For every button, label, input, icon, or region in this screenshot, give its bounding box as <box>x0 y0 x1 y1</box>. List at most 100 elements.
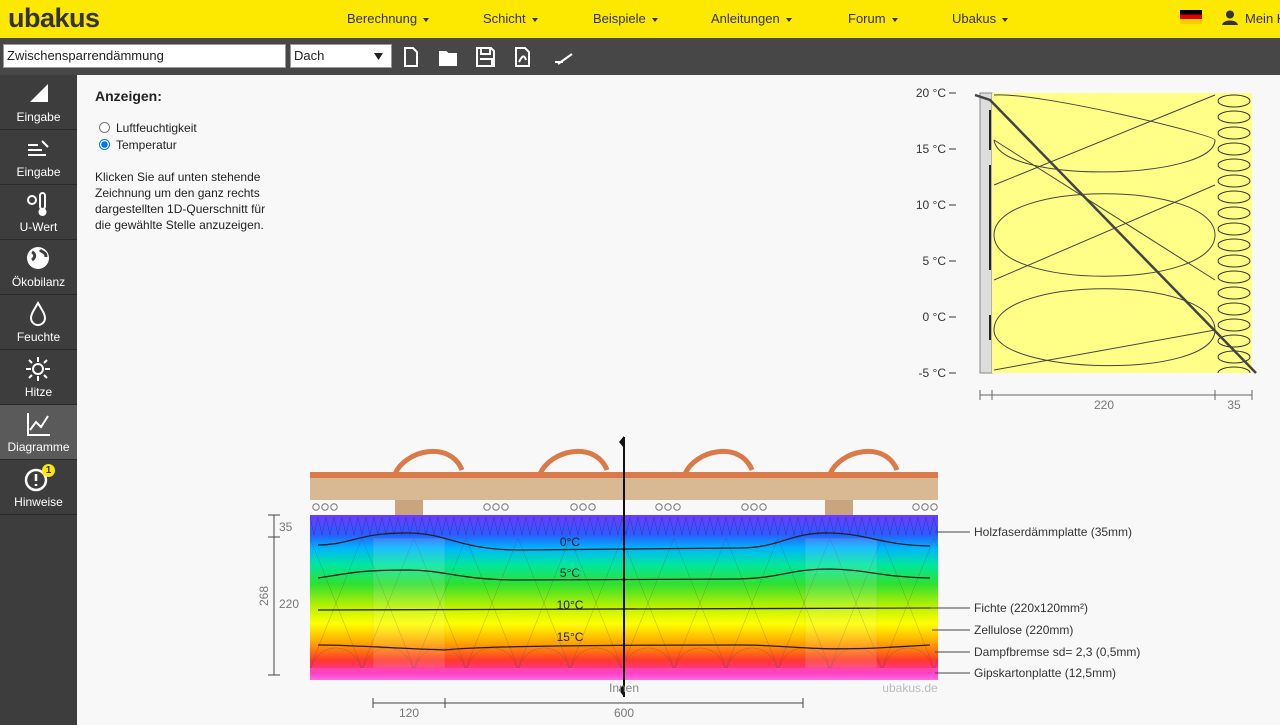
vent-circle <box>579 503 587 511</box>
display-option[interactable]: Temperatur <box>99 138 177 152</box>
dimension-label: 35 <box>279 520 293 534</box>
menu-item[interactable]: Anleitungen <box>711 11 792 26</box>
pdf-icon[interactable] <box>515 47 530 67</box>
dimension-line <box>979 390 1253 400</box>
layer-label: Dampfbremse sd= 2,3 (0,5mm) <box>974 645 1140 659</box>
account-label: Mein K <box>1245 11 1280 26</box>
vent-circle <box>312 503 320 511</box>
sidebar-label: U-Wert <box>19 220 58 234</box>
vent-circle <box>759 503 767 511</box>
language-flag[interactable] <box>1180 10 1202 24</box>
menu-caret <box>651 17 658 22</box>
project-name-input[interactable]: Zwischensparrendämmung <box>3 44 286 68</box>
watermark: ubakus.de <box>882 681 938 695</box>
tile-ridges <box>392 448 900 476</box>
menu-item[interactable]: Ubakus <box>952 11 1009 26</box>
vent-circle <box>921 503 929 511</box>
menu-label: Forum <box>848 11 886 26</box>
edit-icon[interactable] <box>555 53 573 65</box>
sidebar-item[interactable]: Eingabe <box>0 75 77 130</box>
vent-circle <box>930 503 938 511</box>
layer-label: Zellulose (220mm) <box>974 623 1073 637</box>
new-icon[interactable] <box>404 47 418 67</box>
temperature-tick-label: 20 °C <box>916 86 946 100</box>
sidebar-item[interactable]: Diagramme <box>0 405 77 460</box>
display-option[interactable]: Luftfeuchtigkeit <box>99 121 197 135</box>
temperature-line <box>974 93 1257 374</box>
sidebar-item[interactable]: Hinweise 1 <box>0 460 77 515</box>
menu-label: Ubakus <box>952 11 997 26</box>
sidebar-item[interactable]: Feuchte <box>0 295 77 350</box>
radio-button[interactable] <box>99 139 110 150</box>
dimension-lines <box>268 514 970 708</box>
dimension-label: 220 <box>1094 398 1114 412</box>
sidebar-item[interactable]: U-Wert <box>0 185 77 240</box>
dimension-label: 600 <box>614 706 634 720</box>
sidebar-icon <box>27 192 47 216</box>
sidebar-label: Hitze <box>24 385 53 399</box>
sidebar-label: Ökobilanz <box>11 275 66 289</box>
isotherm-label: 10°C <box>557 598 584 612</box>
temperature-tick-label: 10 °C <box>916 198 946 212</box>
temperature-profile <box>974 92 1257 400</box>
vent-circle <box>741 503 749 511</box>
inside-label: Innen <box>609 681 639 695</box>
dimension-label: 220 <box>279 597 299 611</box>
sidebar-badge: 1 <box>42 464 55 477</box>
sidebar-item[interactable]: Eingabe <box>0 130 77 185</box>
save-icon[interactable] <box>476 47 495 67</box>
temperature-tick-label: 0 °C <box>923 310 947 324</box>
isotherm-label: 15°C <box>557 630 584 644</box>
layer-label: Holzfaserdämmplatte (35mm) <box>974 525 1132 539</box>
sidebar-icon <box>30 84 48 102</box>
ventilation-gap <box>312 503 938 511</box>
sidebar-icon <box>26 357 50 381</box>
sidebar <box>0 75 77 725</box>
option-label: Temperatur <box>116 138 177 152</box>
menu-caret <box>531 17 538 22</box>
panel-title: Anzeigen: <box>95 88 162 104</box>
sidebar-label: Hinweise <box>14 495 63 509</box>
sidebar-icon <box>28 140 49 156</box>
menu-item[interactable]: Forum <box>848 11 898 26</box>
counter-batten <box>825 500 853 515</box>
sidebar-icon <box>27 247 49 269</box>
vent-circle <box>664 503 672 511</box>
sidebar-label: Eingabe <box>16 165 61 179</box>
temperature-tick-label: 15 °C <box>916 142 946 156</box>
menu-caret <box>423 17 430 22</box>
sidebar-item[interactable]: Hitze <box>0 350 77 405</box>
sidebar-icon <box>29 300 47 326</box>
top-bar: ubakus <box>0 0 1280 38</box>
option-label: Luftfeuchtigkeit <box>116 121 197 135</box>
sidebar-label: Diagramme <box>7 440 70 454</box>
menu-caret <box>891 17 898 22</box>
menu-caret <box>785 17 792 22</box>
vent-circle <box>912 503 920 511</box>
component-select[interactable]: Dach <box>290 44 392 68</box>
total-thickness: 268 <box>257 586 271 606</box>
menu-item[interactable]: Beispiele <box>593 11 658 26</box>
rafter <box>372 537 446 669</box>
layer-label: Fichte (220x120mm²) <box>974 601 1088 615</box>
menu-item[interactable]: Berechnung <box>347 11 430 26</box>
select-arrow <box>374 53 383 60</box>
help-text: Klicken Sie auf unten stehende Zeichnung… <box>95 170 266 232</box>
sidebar-item[interactable]: Ökobilanz <box>0 240 77 295</box>
layer-label: Gipskartonplatte (12,5mm) <box>974 666 1116 680</box>
temperature-tick-label: -5 °C <box>919 366 947 380</box>
cross-section[interactable] <box>268 436 970 708</box>
account[interactable]: Mein K <box>1222 10 1280 26</box>
open-icon[interactable] <box>439 51 457 66</box>
menu-item[interactable]: Schicht <box>483 11 538 26</box>
vent-circle <box>588 503 596 511</box>
logo[interactable]: ubakus <box>8 3 100 33</box>
radio-button[interactable] <box>99 122 110 133</box>
vent-circle <box>750 503 758 511</box>
menu-label: Anleitungen <box>711 11 780 26</box>
dimension-label: 120 <box>399 706 419 720</box>
vent-circle <box>655 503 663 511</box>
